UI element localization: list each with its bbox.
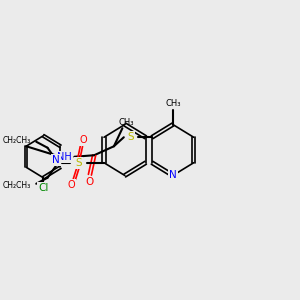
Text: CH₃: CH₃ <box>119 118 134 127</box>
Text: S: S <box>128 132 134 142</box>
Text: CH₂CH₃: CH₂CH₃ <box>2 136 31 145</box>
Text: Cl: Cl <box>38 183 49 193</box>
Text: N: N <box>52 155 60 165</box>
Text: O: O <box>79 135 87 145</box>
Text: O: O <box>68 180 75 190</box>
Text: O: O <box>86 177 94 187</box>
Text: CH₃: CH₃ <box>165 99 181 108</box>
Text: N: N <box>169 170 177 181</box>
Text: CH₂CH₃: CH₂CH₃ <box>2 181 31 190</box>
Text: S: S <box>75 158 82 168</box>
Text: NH: NH <box>57 152 72 162</box>
